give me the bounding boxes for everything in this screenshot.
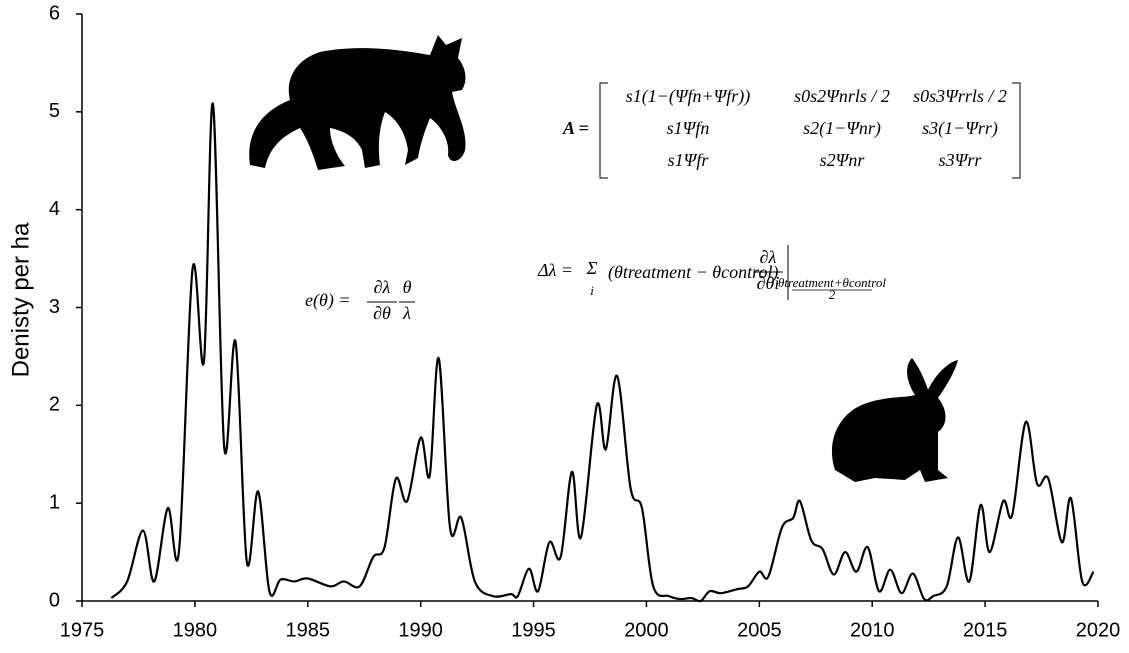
equation-text: (θtreatment − θcontrol) [608,262,778,283]
equation-text: s3Ψrr [939,150,983,170]
equation-text: s1Ψfn [667,118,710,138]
data-line [110,102,1095,603]
bracket [1012,82,1021,179]
x-tick-label: 2005 [737,619,782,641]
equation-text: θ [403,277,412,297]
equation-text: ∂λ [760,247,777,267]
equation-text: s2(1−Ψnr) [803,118,881,139]
x-tick-label: 1980 [173,619,218,641]
equation-text: s1(1−(Ψfn+Ψfr)) [626,86,751,107]
equation-text: ∂θ [373,303,391,323]
equation-text: s1Ψfr [668,150,710,170]
equation-text: Σ [586,258,598,278]
x-tick-label: 1985 [286,619,331,641]
y-tick-label: 0 [49,589,60,611]
equation-text: ∂λ [374,277,391,297]
y-tick-label: 3 [49,296,60,318]
hare-silhouette [831,358,958,482]
x-tick-label: 1975 [60,619,105,641]
x-tick-label: 2015 [963,619,1008,641]
y-tick-label: 4 [49,198,60,220]
equation-text: e(θ) = [305,290,350,311]
equation-text: A = [562,118,589,138]
equation-text: s0s3Ψrrls / 2 [913,86,1007,106]
x-tick-label: 1990 [398,619,443,641]
equation-text: s0s2Ψnrls / 2 [794,86,890,106]
lynx-silhouette [249,35,466,170]
equation-text: s3(1−Ψrr) [922,118,998,139]
y-tick-label: 2 [49,394,60,416]
equation-text: θtreatment+θcontrol [778,275,886,290]
equation-text: Δλ = [537,260,573,280]
equation-text: i [590,283,594,298]
equation-text: ∂θi [757,273,780,293]
y-axis-label: Denisty per ha [7,222,34,377]
y-tick-label: 6 [49,2,60,24]
x-tick-label: 1995 [511,619,556,641]
y-tick-label: 5 [49,100,60,122]
x-tick-label: 2000 [624,619,669,641]
equation-text: 2 [829,287,836,302]
bracket [599,82,608,179]
x-tick-label: 2010 [850,619,895,641]
equation-text: s2Ψnr [820,150,866,170]
equation-text: λ [402,303,411,323]
x-tick-label: 2020 [1076,619,1121,641]
y-tick-label: 1 [49,491,60,513]
